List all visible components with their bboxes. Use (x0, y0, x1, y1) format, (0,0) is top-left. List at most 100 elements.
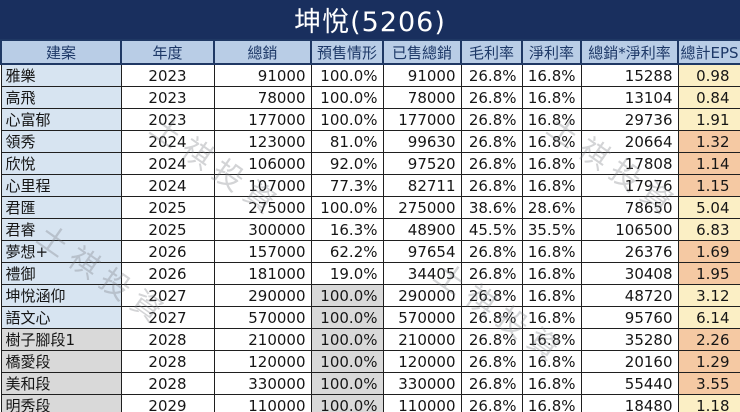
cell-year[interactable]: 2029 (120, 394, 215, 412)
column-header-sold-total[interactable]: 已售總銷 (382, 39, 462, 65)
cell-sold-total[interactable]: 48900 (382, 218, 462, 241)
cell-total-sales[interactable]: 181000 (213, 262, 312, 285)
cell-project[interactable]: 欣悅 (0, 152, 122, 175)
cell-gross-margin[interactable]: 26.8% (460, 152, 523, 175)
cell-year[interactable]: 2024 (120, 174, 215, 197)
cell-sold-total[interactable]: 91000 (382, 63, 462, 87)
cell-year[interactable]: 2027 (120, 306, 215, 329)
cell-sales-x-net-margin[interactable]: 29736 (580, 108, 679, 131)
cell-gross-margin[interactable]: 26.8% (460, 108, 523, 131)
cell-total-eps[interactable]: 6.14 (677, 306, 740, 329)
cell-year[interactable]: 2028 (120, 372, 215, 395)
cell-sold-total[interactable]: 570000 (382, 306, 462, 329)
cell-sales-x-net-margin[interactable]: 35280 (580, 328, 679, 351)
cell-total-eps[interactable]: 1.69 (677, 240, 740, 263)
cell-sold-total[interactable]: 275000 (382, 196, 462, 219)
cell-presale[interactable]: 100.0% (310, 372, 384, 395)
cell-total-sales[interactable]: 110000 (213, 394, 312, 412)
cell-total-sales[interactable]: 300000 (213, 218, 312, 241)
cell-gross-margin[interactable]: 26.8% (460, 63, 523, 87)
cell-gross-margin[interactable]: 26.8% (460, 130, 523, 153)
cell-year[interactable]: 2026 (120, 262, 215, 285)
cell-total-sales[interactable]: 91000 (213, 63, 312, 87)
cell-sales-x-net-margin[interactable]: 30408 (580, 262, 679, 285)
cell-year[interactable]: 2023 (120, 86, 215, 109)
cell-net-margin[interactable]: 16.8% (521, 306, 582, 329)
cell-year[interactable]: 2025 (120, 218, 215, 241)
cell-project[interactable]: 高飛 (0, 86, 122, 109)
cell-total-sales[interactable]: 120000 (213, 350, 312, 373)
cell-sales-x-net-margin[interactable]: 20160 (580, 350, 679, 373)
cell-presale[interactable]: 100.0% (310, 394, 384, 412)
cell-presale[interactable]: 81.0% (310, 130, 384, 153)
cell-total-sales[interactable]: 290000 (213, 284, 312, 307)
cell-total-eps[interactable]: 1.15 (677, 174, 740, 197)
cell-net-margin[interactable]: 35.5% (521, 218, 582, 241)
cell-total-eps[interactable]: 1.91 (677, 108, 740, 131)
cell-total-sales[interactable]: 330000 (213, 372, 312, 395)
cell-sales-x-net-margin[interactable]: 15288 (580, 63, 679, 87)
cell-sales-x-net-margin[interactable]: 106500 (580, 218, 679, 241)
cell-sold-total[interactable]: 34405 (382, 262, 462, 285)
column-header-net-margin[interactable]: 淨利率 (521, 39, 582, 65)
cell-gross-margin[interactable]: 26.8% (460, 240, 523, 263)
cell-project[interactable]: 坤悅涵仰 (0, 284, 122, 307)
cell-gross-margin[interactable]: 38.6% (460, 196, 523, 219)
cell-presale[interactable]: 92.0% (310, 152, 384, 175)
cell-net-margin[interactable]: 16.8% (521, 328, 582, 351)
cell-sold-total[interactable]: 210000 (382, 328, 462, 351)
cell-project[interactable]: 心里程 (0, 174, 122, 197)
cell-year[interactable]: 2024 (120, 130, 215, 153)
cell-sold-total[interactable]: 290000 (382, 284, 462, 307)
cell-net-margin[interactable]: 16.8% (521, 152, 582, 175)
column-header-total-eps[interactable]: 總計EPS (677, 39, 740, 65)
cell-sold-total[interactable]: 99630 (382, 130, 462, 153)
cell-total-eps[interactable]: 1.29 (677, 350, 740, 373)
cell-sales-x-net-margin[interactable]: 18480 (580, 394, 679, 412)
cell-presale[interactable]: 100.0% (310, 86, 384, 109)
column-header-total-sales[interactable]: 總銷 (213, 39, 312, 65)
cell-gross-margin[interactable]: 26.8% (460, 284, 523, 307)
cell-presale[interactable]: 77.3% (310, 174, 384, 197)
cell-sales-x-net-margin[interactable]: 95760 (580, 306, 679, 329)
cell-presale[interactable]: 62.2% (310, 240, 384, 263)
cell-presale[interactable]: 100.0% (310, 196, 384, 219)
cell-project[interactable]: 雅樂 (0, 63, 122, 87)
cell-project[interactable]: 禮御 (0, 262, 122, 285)
column-header-sales-x-net-margin[interactable]: 總銷*淨利率 (580, 39, 679, 65)
cell-sold-total[interactable]: 78000 (382, 86, 462, 109)
column-header-project[interactable]: 建案 (0, 39, 122, 65)
cell-sold-total[interactable]: 97520 (382, 152, 462, 175)
cell-sales-x-net-margin[interactable]: 17976 (580, 174, 679, 197)
cell-total-eps[interactable]: 1.32 (677, 130, 740, 153)
cell-presale[interactable]: 100.0% (310, 63, 384, 87)
cell-project[interactable]: 樹子腳段1 (0, 328, 122, 351)
cell-project[interactable]: 語文心 (0, 306, 122, 329)
cell-total-eps[interactable]: 3.12 (677, 284, 740, 307)
cell-project[interactable]: 領秀 (0, 130, 122, 153)
cell-total-eps[interactable]: 2.26 (677, 328, 740, 351)
cell-project[interactable]: 美和段 (0, 372, 122, 395)
cell-total-eps[interactable]: 3.55 (677, 372, 740, 395)
cell-gross-margin[interactable]: 26.8% (460, 328, 523, 351)
cell-total-eps[interactable]: 5.04 (677, 196, 740, 219)
cell-gross-margin[interactable]: 26.8% (460, 394, 523, 412)
cell-project[interactable]: 君匯 (0, 196, 122, 219)
cell-total-sales[interactable]: 106000 (213, 152, 312, 175)
cell-gross-margin[interactable]: 26.8% (460, 86, 523, 109)
cell-sold-total[interactable]: 330000 (382, 372, 462, 395)
cell-year[interactable]: 2023 (120, 63, 215, 87)
cell-net-margin[interactable]: 16.8% (521, 240, 582, 263)
cell-sold-total[interactable]: 177000 (382, 108, 462, 131)
cell-net-margin[interactable]: 16.8% (521, 174, 582, 197)
cell-year[interactable]: 2028 (120, 328, 215, 351)
cell-sales-x-net-margin[interactable]: 13104 (580, 86, 679, 109)
cell-gross-margin[interactable]: 26.8% (460, 350, 523, 373)
cell-presale[interactable]: 100.0% (310, 328, 384, 351)
cell-gross-margin[interactable]: 26.8% (460, 306, 523, 329)
cell-project[interactable]: 心富郁 (0, 108, 122, 131)
cell-net-margin[interactable]: 16.8% (521, 86, 582, 109)
cell-project[interactable]: 明秀段 (0, 394, 122, 412)
cell-year[interactable]: 2027 (120, 284, 215, 307)
cell-sold-total[interactable]: 120000 (382, 350, 462, 373)
